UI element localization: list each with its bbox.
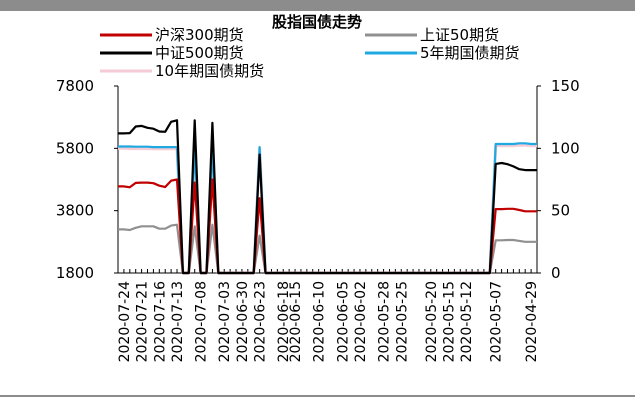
- left-axis-tick-label: 5800: [56, 139, 94, 157]
- right-axis-tick-label: 0: [551, 264, 561, 282]
- x-axis-tick-label: 2020-05-20: [424, 281, 440, 362]
- x-axis-tick-label: 2020-05-07: [489, 281, 505, 362]
- right-axis-tick-label: 150: [551, 77, 580, 95]
- x-axis-tick-label: 2020-07-21: [135, 281, 151, 362]
- x-axis-tick-label: 2020-06-23: [253, 281, 269, 362]
- left-axis-tick-label: 1800: [56, 264, 94, 282]
- series-line-3: [118, 119, 537, 275]
- series-layer: [118, 119, 537, 275]
- legend-label-4: 5年期国债期货: [420, 44, 520, 62]
- x-axis-tick-label: 2020-05-15: [441, 281, 457, 362]
- left-axis-tick-label: 7800: [56, 77, 94, 95]
- x-axis-tick-label: 2020-05-12: [459, 281, 475, 362]
- right-axis-tick-label: 100: [551, 139, 580, 157]
- x-axis-tick-label: 2020-05-28: [377, 281, 393, 362]
- x-axis-tick-label: 2020-06-02: [353, 281, 369, 362]
- x-axis-tick-label: 2020-07-08: [194, 281, 210, 362]
- top-bar: [0, 0, 635, 11]
- chart-title: 股指国债走势: [272, 13, 362, 31]
- legend-label-3: 中证500期货: [155, 44, 244, 62]
- x-axis-tick-label: 2020-07-03: [217, 281, 233, 362]
- bottom-rule: [0, 395, 635, 397]
- x-axis-tick-label: 2020-07-24: [117, 281, 133, 362]
- right-axis-tick-label: 50: [551, 202, 570, 220]
- left-axis-tick-label: 3800: [56, 202, 94, 220]
- x-axis-tick-label: 2020-07-16: [152, 281, 168, 362]
- x-axis-tick-label: 2020-06-18: [276, 281, 292, 362]
- x-axis-tick-label: 2020-06-30: [235, 281, 251, 362]
- x-axis-tick-label: 2020-06-10: [312, 281, 328, 362]
- x-axis-tick-label: 2020-06-15: [288, 281, 304, 362]
- x-axis-tick-label: 2020-06-05: [335, 281, 351, 362]
- x-axis-tick-label: 2020-04-29: [524, 281, 540, 362]
- x-axis-tick-label: 2020-05-25: [394, 281, 410, 362]
- legend-label-5: 10年期国债期货: [155, 62, 264, 80]
- legend-label-1: 沪深300期货: [155, 26, 244, 44]
- x-axis-tick-label: 2020-07-13: [170, 281, 186, 362]
- legend-label-2: 上证50期货: [420, 26, 499, 44]
